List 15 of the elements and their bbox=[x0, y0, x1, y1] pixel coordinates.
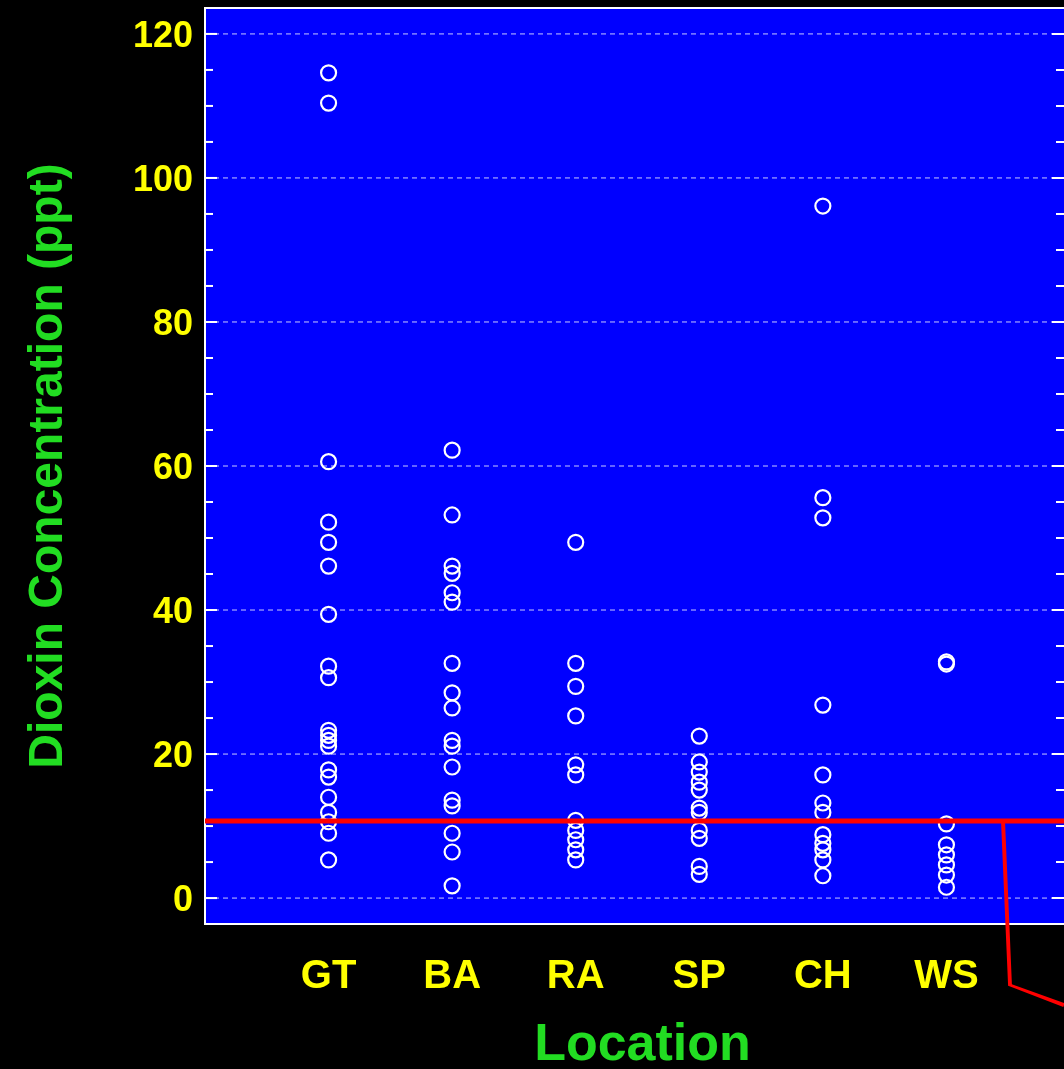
y-tick-label: 80 bbox=[152, 301, 193, 343]
y-tick-label: 0 bbox=[172, 878, 193, 920]
y-tick-label: 120 bbox=[132, 13, 193, 55]
y-tick-label: 100 bbox=[132, 157, 193, 199]
y-tick-label: 40 bbox=[152, 589, 193, 631]
x-tick-label: CH bbox=[793, 952, 852, 996]
x-tick-label: WS bbox=[914, 952, 979, 996]
x-tick-label: BA bbox=[423, 952, 482, 996]
y-tick-label: 60 bbox=[152, 445, 193, 487]
x-tick-label: GT bbox=[300, 952, 357, 996]
x-tick-label: RA bbox=[546, 952, 605, 996]
x-tick-label: SP bbox=[672, 952, 726, 996]
y-tick-label: 20 bbox=[152, 734, 193, 776]
x-axis-title: Location bbox=[534, 1013, 751, 1069]
y-axis-title: Dioxin Concentration (ppt) bbox=[19, 163, 72, 769]
